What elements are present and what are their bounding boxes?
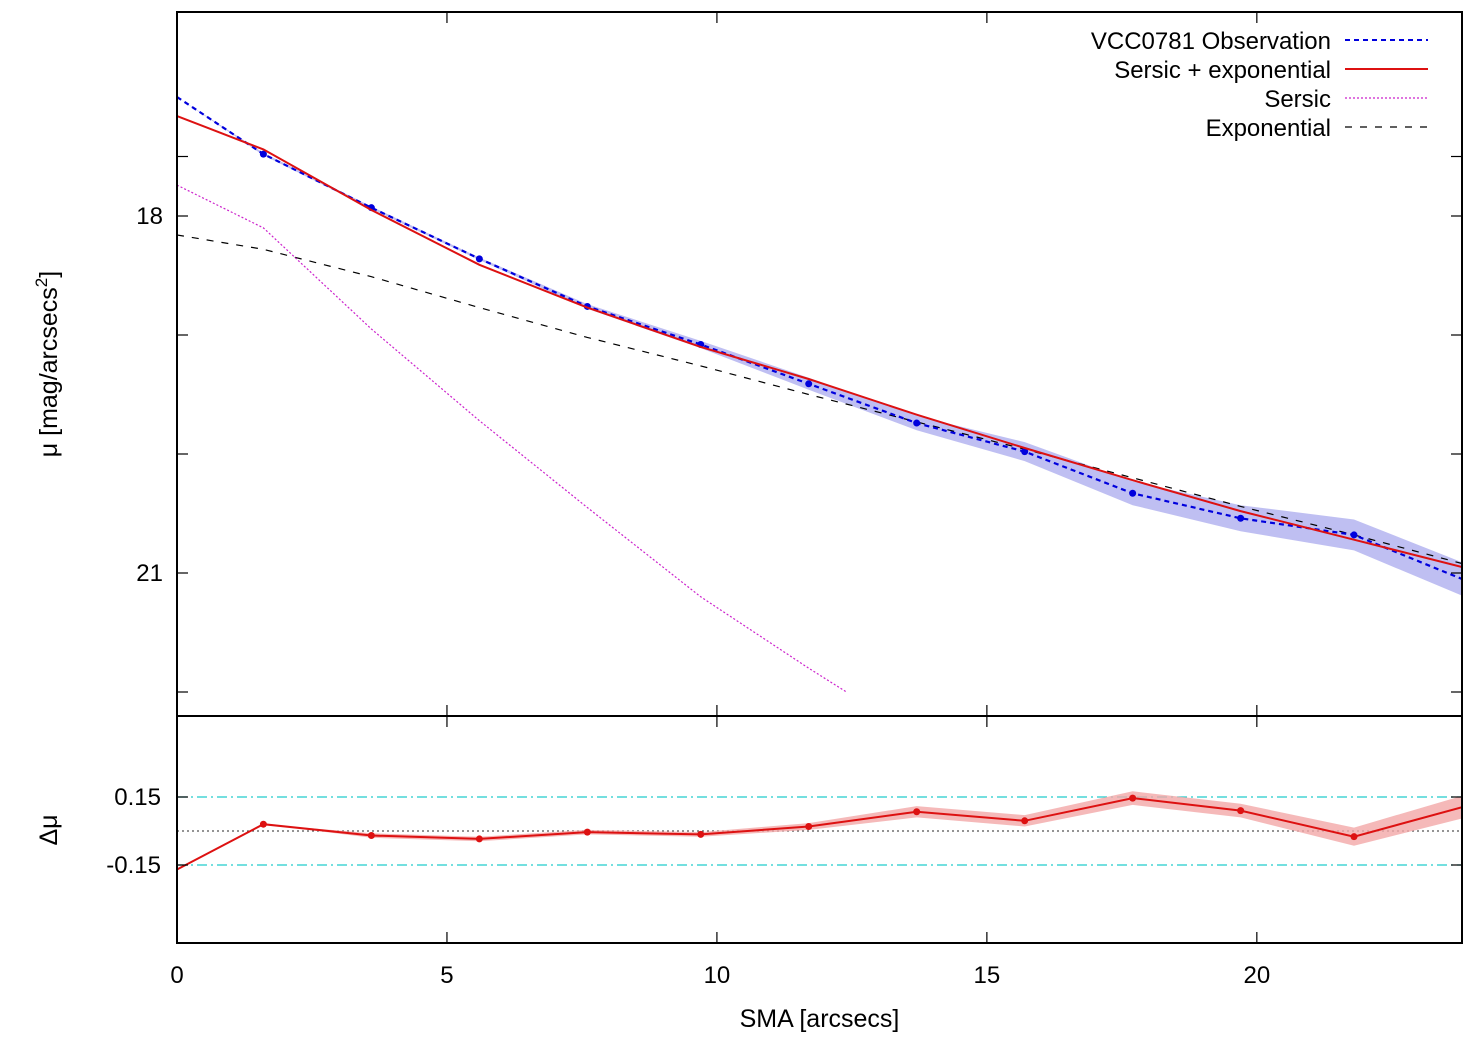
observation-error-band <box>177 97 1462 596</box>
y-tick-label: 0.15 <box>114 784 161 811</box>
residual-point <box>1237 807 1245 815</box>
observation-point <box>1021 448 1029 456</box>
sersic-line <box>177 184 847 693</box>
observation-point <box>805 380 813 388</box>
observation-point <box>1237 514 1245 522</box>
residual-plot-area <box>177 791 1462 871</box>
y-tick-label: 21 <box>136 560 163 587</box>
legend-label: Exponential <box>1206 115 1331 142</box>
residual-point <box>1350 833 1358 841</box>
residual-point <box>583 828 591 836</box>
main-plot-area <box>177 96 1462 693</box>
x-tick-label: 20 <box>1243 962 1270 989</box>
observation-point <box>259 150 267 158</box>
residual-point <box>805 822 813 830</box>
y-axis-label-main: μ [mag/arcsecs2] <box>32 271 63 457</box>
observation-point <box>1350 531 1358 539</box>
x-tick-label: 0 <box>170 962 183 989</box>
x-axis-label: SMA [arcsecs] <box>740 1005 900 1033</box>
residual-error-band <box>177 791 1462 870</box>
residual-point <box>1129 794 1137 802</box>
y-tick-label: -0.15 <box>106 852 161 879</box>
observation-point <box>913 419 921 427</box>
residual-point <box>697 830 705 838</box>
residual-point <box>1021 817 1029 825</box>
residual-point <box>259 820 267 828</box>
observation-point <box>1129 489 1137 497</box>
observation-point <box>475 255 483 263</box>
legend-label: Sersic + exponential <box>1114 57 1331 84</box>
residual-plot-frame <box>176 715 1463 944</box>
legend-label: Sersic <box>1264 86 1331 113</box>
sersic-exponential-line <box>177 115 1462 568</box>
observation-line <box>177 96 1462 581</box>
legend-label: VCC0781 Observation <box>1091 28 1331 55</box>
residual-point <box>367 832 375 840</box>
exponential-line <box>177 234 1462 565</box>
x-tick-label: 15 <box>974 962 1001 989</box>
residual-point <box>913 808 921 816</box>
x-tick-label: 10 <box>704 962 731 989</box>
y-axis-label-residual: Δμ <box>35 814 63 845</box>
x-tick-label: 5 <box>440 962 453 989</box>
residual-point <box>475 835 483 843</box>
y-tick-label: 18 <box>136 203 163 230</box>
